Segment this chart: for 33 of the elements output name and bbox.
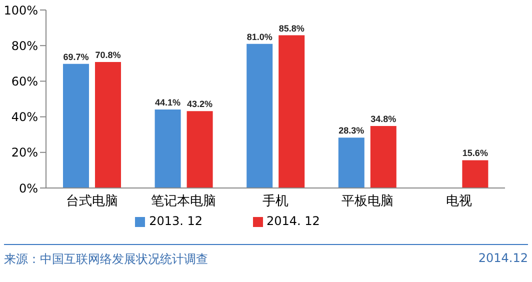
y-tick-label: 20% [11,146,38,160]
data-label: 69.7% [63,52,89,62]
x-tick-label: 手机 [262,194,288,210]
bar [63,64,89,188]
data-label: 28.3% [338,126,364,136]
data-label: 85.8% [278,23,304,34]
bar [338,138,364,188]
y-tick-label: 60% [11,74,38,88]
y-tick-label: 0% [18,181,38,196]
x-tick-label: 电视 [446,194,472,210]
bar [278,35,305,188]
data-label: 81.0% [246,32,272,42]
data-label: 15.6% [462,148,488,158]
bar [95,62,121,188]
y-tick-label: 40% [11,110,38,124]
bar [246,44,273,188]
x-tick-label: 台式电脑 [66,194,118,210]
bar [462,160,488,188]
x-tick-label: 笔记本电脑 [151,194,216,210]
data-label: 43.2% [187,99,213,110]
legend-label: 2013. 12 [149,214,202,228]
x-tick-label: 平板电脑 [341,194,394,210]
data-label: 44.1% [155,98,181,108]
data-label: 70.8% [95,50,121,60]
bar [186,111,213,188]
source-note: 来源：中国互联网络发展状况统计调查 [4,251,208,268]
bar [154,110,181,188]
bar [370,126,396,188]
text: 2014.12 [478,251,528,267]
y-tick-label: 80% [11,38,38,53]
legend-label: 2014. 12 [266,214,320,228]
data-label: 34.8% [370,114,396,124]
y-tick-label: 100% [4,3,38,18]
